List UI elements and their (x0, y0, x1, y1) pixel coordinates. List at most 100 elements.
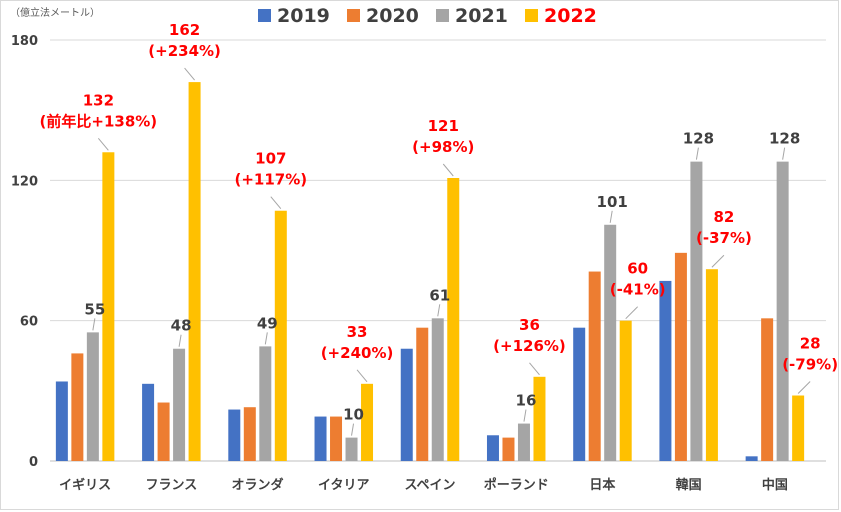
data-label-2021-1: 48 (171, 317, 192, 335)
legend-swatch-2021 (436, 9, 449, 22)
category-label-0: イギリス (59, 477, 111, 493)
legend-label-2019: 2019 (277, 5, 330, 27)
bars (55, 82, 805, 461)
leader-2022-2 (270, 196, 282, 210)
bar-2019-0 (55, 381, 68, 461)
leader-2022-3 (356, 369, 368, 383)
bar-2019-1 (142, 383, 155, 461)
annotation-2022-1: (+234%) (148, 42, 221, 60)
category-label-3: イタリア (318, 478, 369, 493)
legend-label-2020: 2020 (366, 5, 419, 27)
data-label-2021-6: 101 (597, 193, 628, 211)
bar-2022-1 (188, 82, 201, 461)
bar-2019-3 (314, 416, 327, 461)
bar-2022-0 (102, 152, 115, 461)
leader-2021-2 (264, 332, 268, 345)
legend-label-2021: 2021 (455, 5, 508, 27)
category-label-8: 中国 (762, 477, 788, 493)
bar-2019-6 (573, 327, 586, 461)
legend-swatch-2020 (347, 9, 360, 22)
leader-2021-3 (351, 423, 355, 436)
data-label-2022-6: 60 (627, 260, 648, 278)
leader-2022-8 (797, 381, 811, 394)
bar-2021-6 (604, 224, 617, 461)
data-label-2021-3: 10 (343, 406, 364, 424)
bar-2021-4 (431, 318, 444, 461)
legend-label-2022: 2022 (544, 5, 597, 27)
bar-2020-6 (588, 271, 601, 461)
data-label-2022-7: 82 (713, 208, 734, 226)
data-label-2021-4: 61 (429, 286, 450, 304)
data-label-2022-5: 36 (519, 316, 540, 334)
leader-2021-8 (782, 147, 786, 160)
data-label-2022-8: 28 (800, 335, 821, 353)
data-label-2022-3: 33 (347, 323, 368, 341)
bar-2020-2 (243, 407, 256, 461)
annotation-2022-0: (前年比+138%) (40, 112, 158, 130)
leader-2022-0 (97, 137, 109, 151)
bar-2019-8 (745, 456, 758, 461)
annotation-2022-5: (+126%) (493, 337, 566, 355)
bar-2022-7 (705, 269, 718, 461)
data-label-2022-1: 162 (169, 21, 200, 39)
leader-2022-5 (529, 362, 540, 376)
annotation-2022-6: (-41%) (610, 281, 666, 299)
bar-2019-5 (486, 435, 499, 461)
bar-2020-0 (71, 353, 84, 461)
bar-2022-2 (274, 210, 287, 461)
bar-2022-6 (619, 320, 632, 461)
data-label-2022-4: 121 (428, 117, 459, 135)
leader-lines (92, 67, 811, 436)
y-tick-120: 120 (11, 174, 38, 189)
bar-2020-8 (761, 318, 774, 461)
leader-2022-6 (625, 306, 639, 320)
bar-2021-8 (776, 161, 789, 461)
bar-2020-5 (502, 437, 515, 461)
data-label-2021-5: 16 (516, 392, 537, 410)
bar-2020-4 (416, 327, 429, 461)
data-label-2021-7: 128 (683, 130, 714, 148)
annotation-2022-2: (+117%) (234, 171, 307, 189)
y-tick-labels: 0 60 120 180 (11, 34, 38, 470)
leader-2021-7 (695, 147, 699, 160)
y-tick-60: 60 (20, 315, 38, 330)
legend: 2019 2020 2021 2022 (258, 5, 597, 27)
category-label-5: ポーランド (484, 477, 549, 493)
bar-2021-5 (517, 423, 530, 461)
category-label-2: オランダ (232, 477, 284, 493)
bar-2020-7 (674, 252, 687, 461)
bar-2019-2 (228, 409, 241, 461)
leader-2021-5 (523, 409, 527, 422)
leader-2022-4 (442, 163, 454, 177)
data-label-2021-0: 55 (84, 300, 105, 318)
annotation-2022-4: (+98%) (412, 138, 474, 156)
bar-2021-3 (345, 437, 358, 461)
bar-2021-7 (690, 161, 703, 461)
bar-2022-8 (792, 395, 805, 461)
annotation-2022-8: (-79%) (782, 356, 838, 374)
bar-2019-7 (659, 280, 672, 461)
bar-2022-4 (447, 177, 460, 461)
leader-2021-0 (92, 318, 96, 331)
legend-swatch-2022 (525, 9, 538, 22)
bar-2022-5 (533, 376, 546, 461)
y-unit-label: （億立法メートル） (10, 6, 100, 19)
data-label-2021-2: 49 (257, 314, 278, 332)
category-labels: イギリス フランス オランダ イタリア スペイン ポーランド 日本 韓国 中国 (59, 477, 788, 493)
category-label-4: スペイン (404, 478, 455, 493)
legend-swatch-2019 (258, 9, 271, 22)
leader-2021-1 (178, 334, 182, 347)
bar-2019-4 (400, 348, 413, 461)
annotation-2022-3: (+240%) (321, 344, 394, 362)
bar-2020-1 (157, 402, 170, 461)
y-tick-180: 180 (11, 34, 38, 49)
data-label-2022-0: 132 (83, 91, 114, 109)
bar-2021-0 (86, 332, 99, 461)
y-tick-0: 0 (29, 455, 38, 470)
category-label-1: フランス (145, 478, 197, 493)
leader-2022-7 (711, 254, 725, 268)
leader-2021-6 (609, 210, 613, 223)
leader-2021-4 (437, 304, 441, 317)
leader-2022-1 (184, 67, 195, 81)
